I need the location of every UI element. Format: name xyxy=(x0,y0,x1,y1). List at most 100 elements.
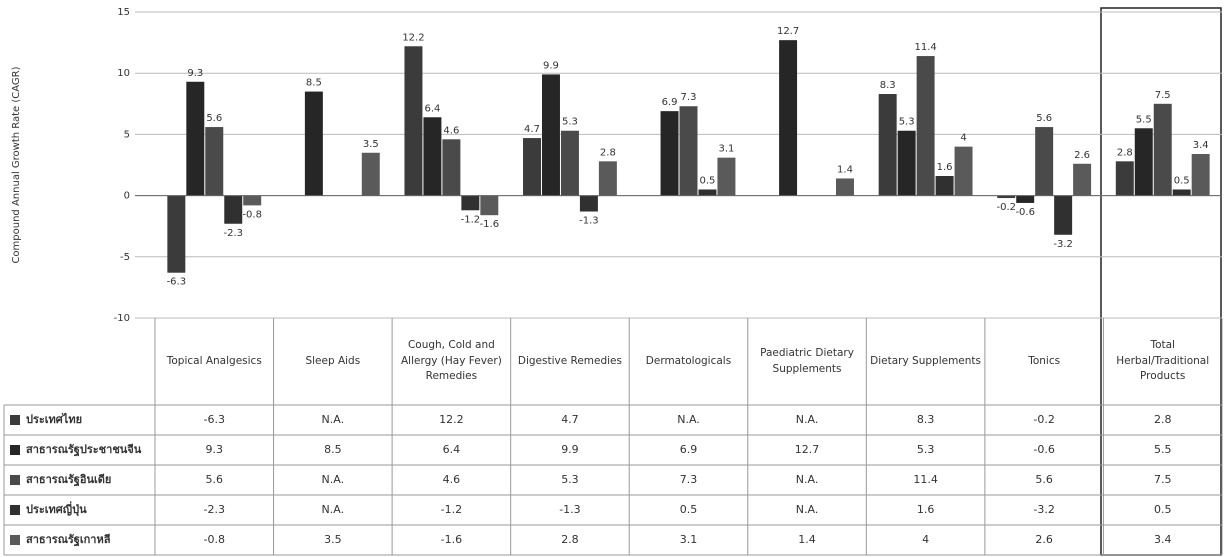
x-tick-label: Digestive Remedies xyxy=(517,354,622,367)
x-tick-label: Total Herbal/Traditional Products xyxy=(1116,338,1210,383)
table-cell: -0.2 xyxy=(1033,413,1054,426)
x-tick-label: Dietary Supplements xyxy=(870,354,982,367)
bar-value-label: -0.6 xyxy=(1015,207,1035,218)
bar-value-label: 2.8 xyxy=(600,147,616,158)
legend-label: สาธารณรัฐอินเดีย xyxy=(26,473,111,487)
table-cell: 12.2 xyxy=(439,413,464,426)
bar xyxy=(1054,195,1073,235)
legend-label: สาธารณรัฐเกาหลี xyxy=(26,533,111,547)
bar-value-label: 4 xyxy=(960,133,966,144)
bar-value-label: 5.3 xyxy=(562,117,578,128)
y-tick-label: -5 xyxy=(120,252,130,263)
bar-value-label: 6.4 xyxy=(424,103,440,114)
bar xyxy=(304,91,323,196)
bar-value-label: 9.3 xyxy=(187,68,203,79)
table-cell: 5.6 xyxy=(206,473,224,486)
bar-value-label: 5.5 xyxy=(1136,114,1152,125)
bar xyxy=(878,94,897,196)
bar xyxy=(1172,189,1191,196)
category-label-box: Total Herbal/Traditional Products xyxy=(1116,338,1210,383)
bar xyxy=(717,157,736,196)
bar xyxy=(186,81,205,196)
table-cell: 4 xyxy=(922,533,929,546)
bar xyxy=(442,139,461,196)
bar-value-label: 5.3 xyxy=(899,117,915,128)
table-cell: 3.1 xyxy=(680,533,698,546)
bar xyxy=(1035,127,1054,196)
y-tick-label: 10 xyxy=(117,68,130,79)
bar xyxy=(698,189,717,196)
table-cell: N.A. xyxy=(796,473,819,486)
table-cell: 9.3 xyxy=(206,443,224,456)
table-cell: N.A. xyxy=(796,503,819,516)
category-label-box: Sleep Aids xyxy=(305,354,361,367)
table-cell: -6.3 xyxy=(204,413,225,426)
bar-value-label: 7.3 xyxy=(681,92,697,103)
table-cell: 0.5 xyxy=(1154,503,1172,516)
bar xyxy=(560,130,579,196)
legend-swatch xyxy=(10,475,20,485)
table-cell: 5.3 xyxy=(917,443,935,456)
table-cell: 2.8 xyxy=(561,533,579,546)
legend-swatch xyxy=(10,415,20,425)
category-label-box: Cough, Cold and Allergy (Hay Fever) Reme… xyxy=(401,339,502,383)
bar-value-label: 5.6 xyxy=(1036,113,1052,124)
table-cell: 2.8 xyxy=(1154,413,1172,426)
table-cell: 1.6 xyxy=(917,503,935,516)
table-cell: -1.2 xyxy=(441,503,462,516)
bar-value-label: 0.5 xyxy=(700,175,716,186)
bar xyxy=(480,195,499,216)
table-cell: 3.4 xyxy=(1154,533,1172,546)
bar xyxy=(404,46,423,196)
table-cell: N.A. xyxy=(677,413,700,426)
bar xyxy=(361,152,380,196)
table-cell: 1.4 xyxy=(798,533,816,546)
bar xyxy=(1134,128,1153,196)
table-cell: N.A. xyxy=(322,473,345,486)
bar-value-label: 12.2 xyxy=(402,32,424,43)
category-label-box: Dermatologicals xyxy=(645,354,732,367)
bar xyxy=(541,74,560,196)
bar xyxy=(205,127,224,196)
category-label-box: Tonics xyxy=(1028,355,1060,367)
bar xyxy=(660,111,679,196)
table-cell: N.A. xyxy=(322,503,345,516)
bar xyxy=(1115,161,1134,196)
x-tick-label: Sleep Aids xyxy=(305,354,361,367)
bar xyxy=(997,195,1016,199)
x-tick-label: Paediatric Dietary Supplements xyxy=(760,346,854,375)
y-axis-label: Compound Annual Growth Rate (CAGR) xyxy=(11,66,22,263)
bar-value-label: 6.9 xyxy=(662,97,678,108)
table-cell: -1.3 xyxy=(559,503,580,516)
category-label-box: Topical Analgesics xyxy=(167,355,262,367)
legend-swatch xyxy=(10,535,20,545)
table-cell: 3.5 xyxy=(324,533,342,546)
table-cell: N.A. xyxy=(322,413,345,426)
bar-value-label: 2.6 xyxy=(1074,150,1090,161)
bar-value-label: 7.5 xyxy=(1155,90,1171,101)
table-cell: 2.6 xyxy=(1035,533,1053,546)
table-cell: -2.3 xyxy=(204,503,225,516)
bar xyxy=(954,146,973,196)
bar-value-label: 2.8 xyxy=(1117,147,1133,158)
bar xyxy=(935,176,954,196)
category-label-box: Dietary Supplements xyxy=(870,354,982,367)
table-cell: 4.7 xyxy=(561,413,579,426)
table-cell: -0.6 xyxy=(1033,443,1054,456)
bar-value-label: 3.5 xyxy=(363,139,379,150)
table-cell: 8.5 xyxy=(324,443,342,456)
bar-value-label: 1.6 xyxy=(937,162,953,173)
x-tick-label: Dermatologicals xyxy=(645,354,732,367)
legend-swatch xyxy=(10,445,20,455)
bar-value-label: 5.6 xyxy=(206,113,222,124)
table-cell: 8.3 xyxy=(917,413,935,426)
legend-label: ประเทศญี่ปุ่น xyxy=(26,501,87,517)
bar-value-label: 3.4 xyxy=(1193,140,1209,151)
bar xyxy=(1153,103,1172,196)
table-cell: 12.7 xyxy=(795,443,820,456)
table-cell: 4.6 xyxy=(443,473,461,486)
table-cell: 5.5 xyxy=(1154,443,1172,456)
bar-value-label: 11.4 xyxy=(914,42,936,53)
bar xyxy=(916,56,935,196)
table-cell: 7.3 xyxy=(680,473,698,486)
